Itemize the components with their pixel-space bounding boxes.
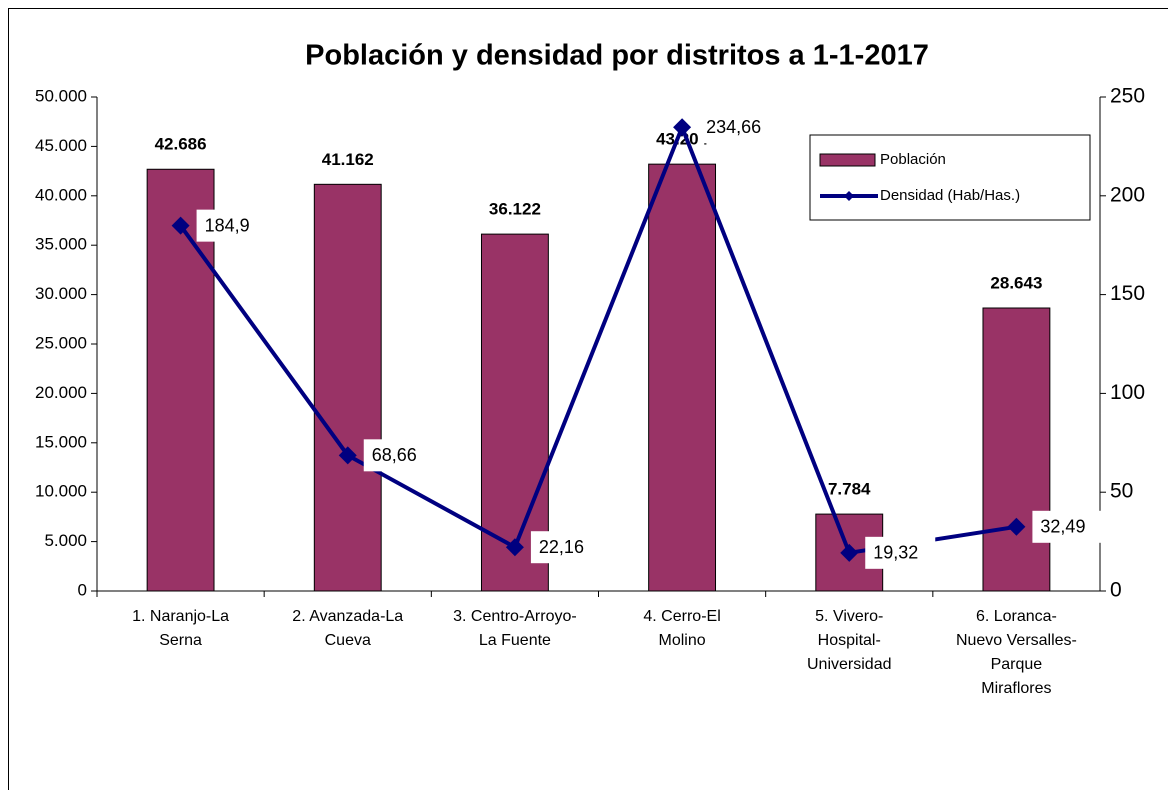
bar	[313, 183, 382, 592]
bar-value-label: 36.122	[489, 200, 541, 219]
line-label-box	[363, 439, 434, 472]
line-label-box	[865, 536, 936, 569]
y-tick-label: 40.000	[35, 185, 87, 204]
line-label-box	[530, 531, 601, 564]
y-tick-label: 10.000	[35, 482, 87, 501]
line-value-label: 184,9	[205, 215, 250, 235]
x-tick-label: Parque	[991, 656, 1043, 673]
x-tick-label: Miraflores	[981, 680, 1051, 697]
y-tick-label: 15.000	[35, 432, 87, 451]
bar-value-label: 7.784	[828, 480, 871, 499]
line-value-label: 32,49	[1040, 517, 1085, 537]
line-marker	[505, 538, 524, 557]
line-marker	[1007, 517, 1026, 536]
legend-label: Densidad (Hab/Has.)	[880, 187, 1020, 204]
line-label-box	[698, 111, 769, 144]
line-label-box	[196, 209, 267, 242]
y-tick-label: 35.000	[35, 235, 87, 254]
line-marker	[338, 446, 357, 465]
y-tick-label: 30.000	[35, 284, 87, 303]
line-marker	[673, 118, 692, 137]
legend-box	[809, 134, 1091, 221]
y-tick-label: 20.000	[35, 383, 87, 402]
y-tick-label: 5.000	[44, 531, 87, 550]
y-tick-label: 25.000	[35, 333, 87, 352]
line-value-label: 22,16	[539, 537, 584, 557]
x-tick-label: Universidad	[807, 656, 891, 673]
bar-value-label: 42.686	[155, 135, 207, 154]
line-marker	[840, 543, 859, 562]
y2-tick-label: 0	[1110, 579, 1122, 602]
bar	[648, 163, 717, 592]
y2-tick-label: 200	[1110, 183, 1145, 206]
legend-swatch	[819, 153, 876, 167]
bar-value-label: 43.204	[656, 130, 709, 149]
chart-title: Población y densidad por distritos a 1-1…	[305, 40, 929, 72]
line-value-label: 68,66	[372, 445, 417, 465]
bar-value-label: 41.162	[322, 150, 374, 169]
x-tick-label: Nuevo Versalles-	[956, 632, 1077, 649]
y-tick-label: 50.000	[35, 86, 87, 105]
bar-value-label: 28.643	[990, 273, 1042, 292]
line-label-box	[1032, 510, 1103, 543]
x-tick-label: Cueva	[325, 632, 371, 649]
legend-marker	[844, 191, 854, 201]
y2-tick-label: 100	[1110, 381, 1145, 404]
y2-tick-label: 50	[1110, 480, 1133, 503]
x-tick-label: 6. Loranca-	[976, 608, 1057, 625]
x-tick-label: 1. Naranjo-La	[132, 608, 229, 625]
x-tick-label: 2. Avanzada-La	[292, 608, 403, 625]
line-value-label: 19,32	[873, 543, 918, 563]
x-tick-label: 5. Vivero-	[815, 608, 883, 625]
x-tick-label: 4. Cerro-El	[643, 608, 720, 625]
x-tick-label: Hospital-	[818, 632, 881, 649]
x-tick-label: La Fuente	[479, 632, 551, 649]
line-value-label: 234,66	[706, 117, 761, 137]
bar	[982, 307, 1051, 592]
x-tick-label: Serna	[159, 632, 202, 649]
line-marker	[171, 216, 190, 235]
y2-tick-label: 250	[1110, 85, 1145, 108]
y-tick-label: 0	[78, 580, 87, 599]
x-tick-label: 3. Centro-Arroyo-	[453, 608, 577, 625]
x-tick-label: Molino	[659, 632, 706, 649]
y-tick-label: 45.000	[35, 136, 87, 155]
legend-label: Población	[880, 151, 946, 168]
y2-tick-label: 150	[1110, 282, 1145, 305]
